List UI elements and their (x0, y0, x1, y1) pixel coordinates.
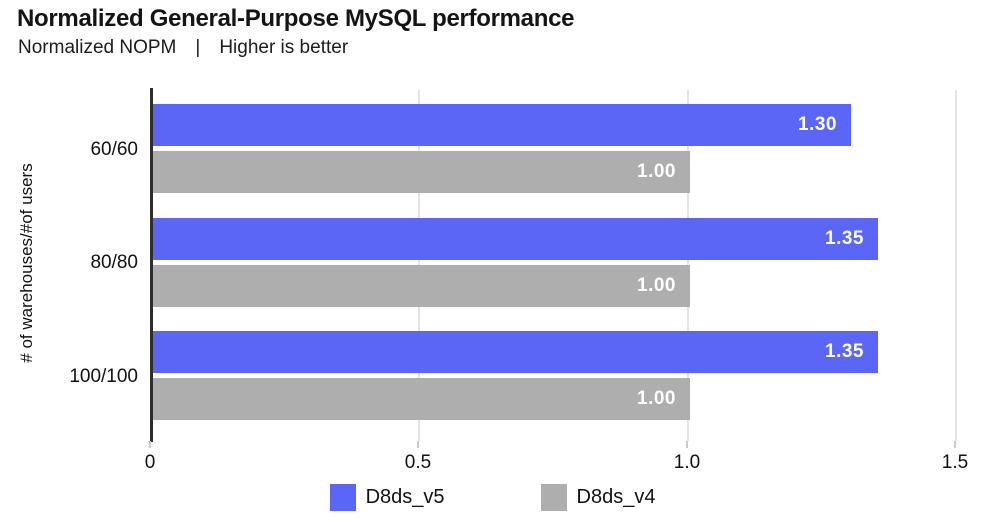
bar-value-label: 1.30 (798, 114, 837, 135)
subtitle-note: Higher is better (219, 37, 349, 58)
bar-D8ds_v5: 1.30 (153, 104, 851, 146)
bar-D8ds_v5: 1.35 (153, 218, 878, 260)
chart-title: Normalized General-Purpose MySQL perform… (17, 5, 575, 32)
plot-area: 1.30 1.00 1.35 1.00 1.35 1.00 (150, 88, 957, 442)
category-label: 60/60 (90, 138, 138, 160)
bar-D8ds_v4: 1.00 (153, 378, 690, 420)
bar-value-label: 1.00 (637, 388, 676, 409)
legend: D8ds_v5 D8ds_v4 (0, 484, 985, 511)
x-tick-label: 1.5 (941, 452, 969, 473)
x-axis: 0 0.5 1.0 1.5 (145, 441, 968, 481)
x-tick-mark (686, 441, 688, 448)
x-tick-mark (954, 441, 956, 448)
bar-value-label: 1.00 (637, 161, 676, 182)
category-label: 80/80 (90, 252, 138, 273)
legend-swatch (540, 484, 567, 511)
chart-subtitle: Normalized NOPM | Higher is better (18, 37, 348, 59)
bar-D8ds_v4: 1.00 (153, 151, 690, 193)
bar-D8ds_v4: 1.00 (153, 265, 690, 307)
subtitle-metric: Normalized NOPM (18, 37, 177, 58)
x-tick-label: 0.5 (404, 452, 432, 473)
legend-item: D8ds_v5 (329, 484, 445, 511)
y-axis-line (150, 88, 153, 442)
bar-value-label: 1.35 (825, 341, 864, 362)
bar-value-label: 1.35 (825, 228, 864, 249)
category-label: 100/100 (69, 365, 138, 387)
legend-label: D8ds_v4 (576, 486, 656, 508)
legend-label: D8ds_v5 (365, 486, 445, 508)
legend-swatch (329, 484, 356, 511)
bar-value-label: 1.00 (637, 275, 676, 296)
gridline (955, 90, 957, 441)
x-tick-label: 1.0 (673, 452, 701, 473)
x-tick-mark (417, 441, 419, 448)
subtitle-separator: | (195, 37, 201, 58)
x-tick-mark (149, 441, 151, 448)
x-tick-label: 0 (144, 452, 156, 473)
bar-D8ds_v5: 1.35 (153, 331, 878, 373)
legend-item: D8ds_v4 (540, 484, 656, 511)
